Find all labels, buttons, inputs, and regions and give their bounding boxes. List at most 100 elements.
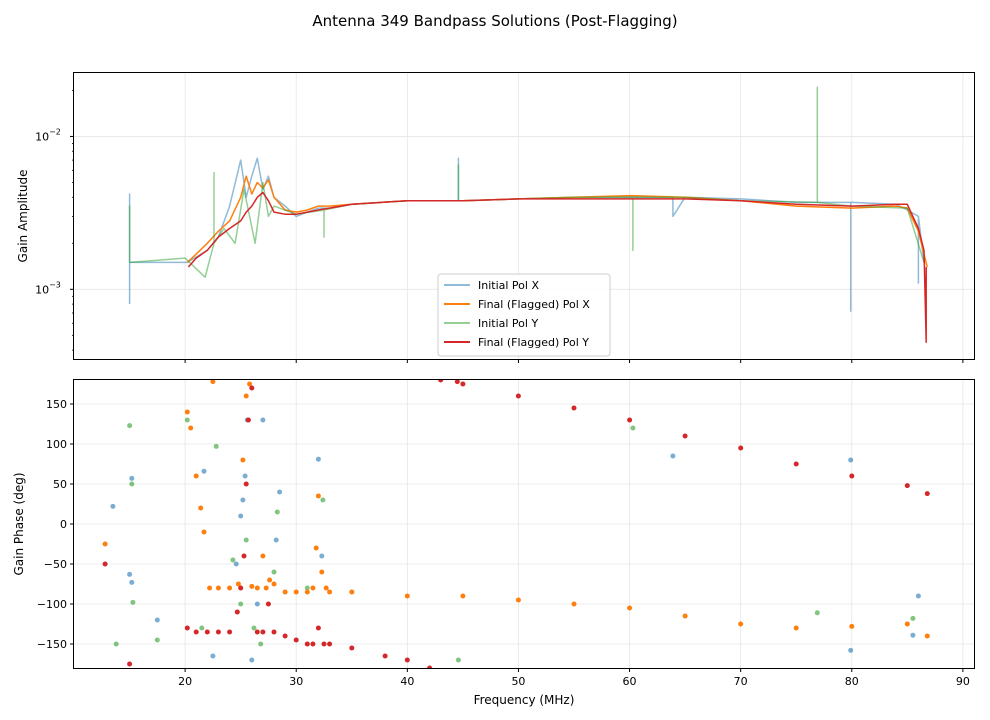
phase-point-final-y [454, 380, 460, 385]
phase-point-initial-x [154, 617, 160, 623]
amplitude-series [128, 86, 929, 344]
phase-point-final-x [263, 585, 269, 591]
phase-point-initial-x [127, 571, 133, 577]
phase-point-initial-x [315, 456, 321, 462]
phase-x-tick-label: 40 [400, 675, 414, 688]
phase-point-initial-x [319, 553, 325, 559]
phase-point-final-x [571, 601, 577, 607]
phase-point-final-x [319, 569, 325, 575]
phase-point-final-y [193, 629, 199, 635]
phase-point-final-x [738, 621, 744, 627]
phase-point-initial-x [273, 537, 279, 543]
phase-point-final-x [515, 597, 521, 603]
phase-point-final-x [240, 457, 246, 463]
phase-point-final-y [310, 641, 316, 647]
phase-point-final-y [427, 665, 433, 668]
phase-grid [74, 380, 974, 668]
phase-point-initial-y [243, 537, 249, 543]
legend-label: Final (Flagged) Pol Y [478, 336, 589, 349]
phase-point-final-x [249, 583, 255, 589]
phase-point-final-x [193, 473, 199, 479]
phase-point-final-x [243, 393, 249, 399]
phase-point-final-x [327, 589, 333, 595]
phase-point-final-x [323, 585, 329, 591]
phase-point-final-x [924, 633, 930, 639]
phase-x-tick-label: 50 [511, 675, 525, 688]
phase-point-initial-x [210, 653, 216, 659]
amplitude-x-ticks [184, 359, 964, 363]
phase-point-final-y [215, 629, 221, 635]
phase-point-initial-x [240, 497, 246, 503]
amplitude-y-label: Gain Amplitude [16, 170, 30, 263]
phase-point-final-x [201, 529, 207, 535]
phase-series [102, 380, 930, 668]
phase-point-final-x [404, 593, 410, 599]
phase-point-final-y [349, 645, 355, 651]
phase-point-final-x [904, 621, 910, 627]
phase-point-final-y [238, 585, 244, 591]
phase-point-final-x [188, 425, 194, 431]
phase-point-initial-x [249, 657, 255, 663]
phase-point-final-x [102, 541, 108, 547]
phase-point-final-y [204, 629, 210, 635]
phase-point-final-y [254, 629, 260, 635]
phase-point-initial-x [238, 513, 244, 519]
phase-point-final-y [260, 629, 266, 635]
phase-point-initial-x [254, 601, 260, 607]
phase-point-final-y [738, 445, 744, 451]
phase-point-final-y [282, 633, 288, 639]
legend-label: Initial Pol Y [478, 317, 538, 330]
phase-point-initial-y [230, 557, 236, 563]
phase-point-final-y [904, 483, 910, 489]
phase-point-initial-x [129, 579, 135, 585]
phase-y-tick-label: −150 [37, 638, 67, 651]
phase-point-initial-x [277, 489, 283, 495]
phase-point-final-x [349, 589, 355, 595]
phase-point-initial-y [213, 443, 219, 449]
phase-point-final-x [315, 493, 321, 499]
phase-point-final-y [460, 381, 466, 387]
phase-point-initial-x [110, 503, 116, 509]
phase-point-initial-y [127, 423, 133, 429]
phase-y-tick-label: 150 [46, 398, 67, 411]
phase-point-initial-y [630, 425, 636, 431]
phase-point-initial-x [848, 647, 854, 653]
phase-point-final-x [849, 623, 855, 629]
phase-point-initial-y [199, 625, 205, 631]
phase-point-final-y [243, 481, 249, 487]
phase-x-tick-label: 60 [623, 675, 637, 688]
phase-point-final-x [227, 585, 233, 591]
phase-point-initial-y [154, 637, 160, 643]
figure-title: Antenna 349 Bandpass Solutions (Post-Fla… [312, 12, 677, 30]
phase-point-final-y [404, 657, 410, 663]
phase-point-final-y [315, 625, 321, 631]
phase-point-initial-y [113, 641, 119, 647]
phase-point-final-x [627, 605, 633, 611]
phase-x-tick-label: 80 [845, 675, 859, 688]
legend-label: Final (Flagged) Pol X [478, 298, 590, 311]
amplitude-y-ticks: 10−3 10−2 [35, 90, 74, 351]
phase-point-final-y [102, 561, 108, 567]
phase-point-initial-x [201, 468, 207, 474]
phase-point-initial-y [320, 497, 326, 503]
phase-point-initial-y [238, 601, 244, 607]
phase-point-final-x [682, 613, 688, 619]
phase-y-tick-label: 0 [60, 518, 67, 531]
amplitude-line-final-y [187, 191, 927, 344]
phase-x-label: Frequency (MHz) [474, 693, 575, 707]
phase-point-final-x [282, 589, 288, 595]
phase-point-final-x [460, 593, 466, 599]
legend: Initial Pol X Final (Flagged) Pol X Initia… [437, 273, 611, 357]
phase-point-final-x [184, 409, 190, 415]
phase-point-final-x [247, 381, 253, 387]
phase-point-final-y [241, 553, 247, 559]
phase-y-tick-label: −100 [37, 598, 67, 611]
phase-point-final-y [571, 405, 577, 411]
phase-point-initial-x [670, 453, 676, 459]
phase-point-initial-x [129, 475, 135, 481]
phase-x-tick-label: 20 [178, 675, 192, 688]
phase-point-final-y [234, 609, 240, 615]
phase-point-final-x [293, 589, 299, 595]
phase-point-initial-x [910, 632, 916, 638]
